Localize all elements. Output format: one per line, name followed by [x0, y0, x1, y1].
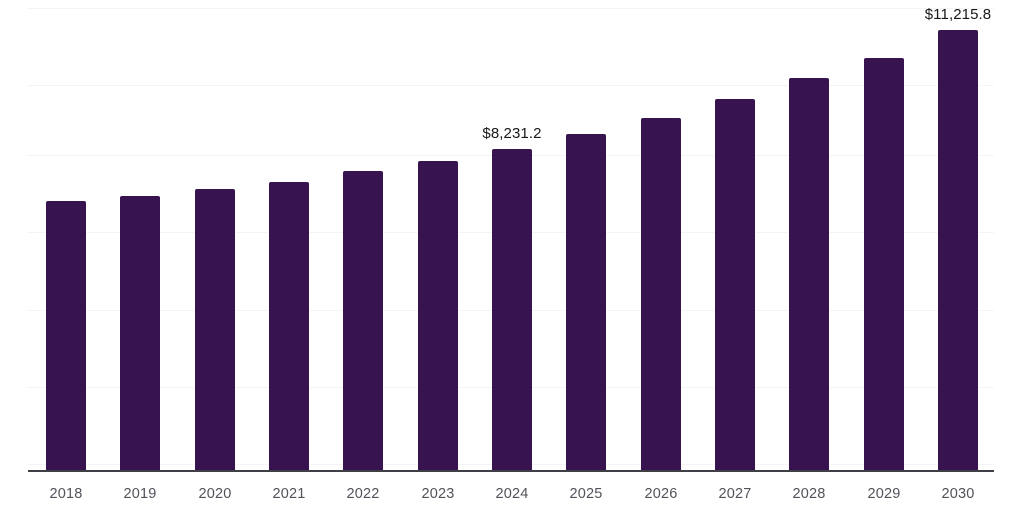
tick-label-2022: 2022: [346, 486, 380, 502]
bar-2028[interactable]: [789, 78, 829, 471]
tick-label-2028: 2028: [792, 486, 826, 502]
tick-label-2029: 2029: [867, 486, 901, 502]
tick-label-2020: 2020: [198, 486, 232, 502]
bar-2022[interactable]: [343, 171, 383, 471]
bar-2027[interactable]: [715, 99, 755, 471]
bar-2030[interactable]: [938, 30, 978, 471]
bar-2026[interactable]: [641, 118, 681, 471]
x-axis-tick-labels: 2018 2019 2020 2021 2022 2023 2024 2025 2026 2027…: [0, 472, 1024, 512]
x-axis-line: [28, 470, 994, 472]
bar-2025[interactable]: [566, 134, 606, 471]
bar-2024[interactable]: [492, 149, 532, 471]
tick-label-2026: 2026: [644, 486, 678, 502]
tick-label-2019: 2019: [123, 486, 157, 502]
bar-2018[interactable]: [46, 201, 86, 471]
gridline: [28, 85, 994, 86]
bar-2021[interactable]: [269, 182, 309, 471]
tick-label-2023: 2023: [421, 486, 455, 502]
bar-2029[interactable]: [864, 58, 904, 471]
tick-label-2018: 2018: [49, 486, 83, 502]
bar-2019[interactable]: [120, 196, 160, 471]
tick-label-2030: 2030: [941, 486, 975, 502]
tick-label-2024: 2024: [495, 486, 529, 502]
tick-label-2027: 2027: [718, 486, 752, 502]
tick-label-2021: 2021: [272, 486, 306, 502]
gridline: [28, 8, 994, 9]
bar-2020[interactable]: [195, 189, 235, 471]
bar-2023[interactable]: [418, 161, 458, 471]
bars-container: [46, 30, 978, 471]
tick-label-2025: 2025: [569, 486, 603, 502]
